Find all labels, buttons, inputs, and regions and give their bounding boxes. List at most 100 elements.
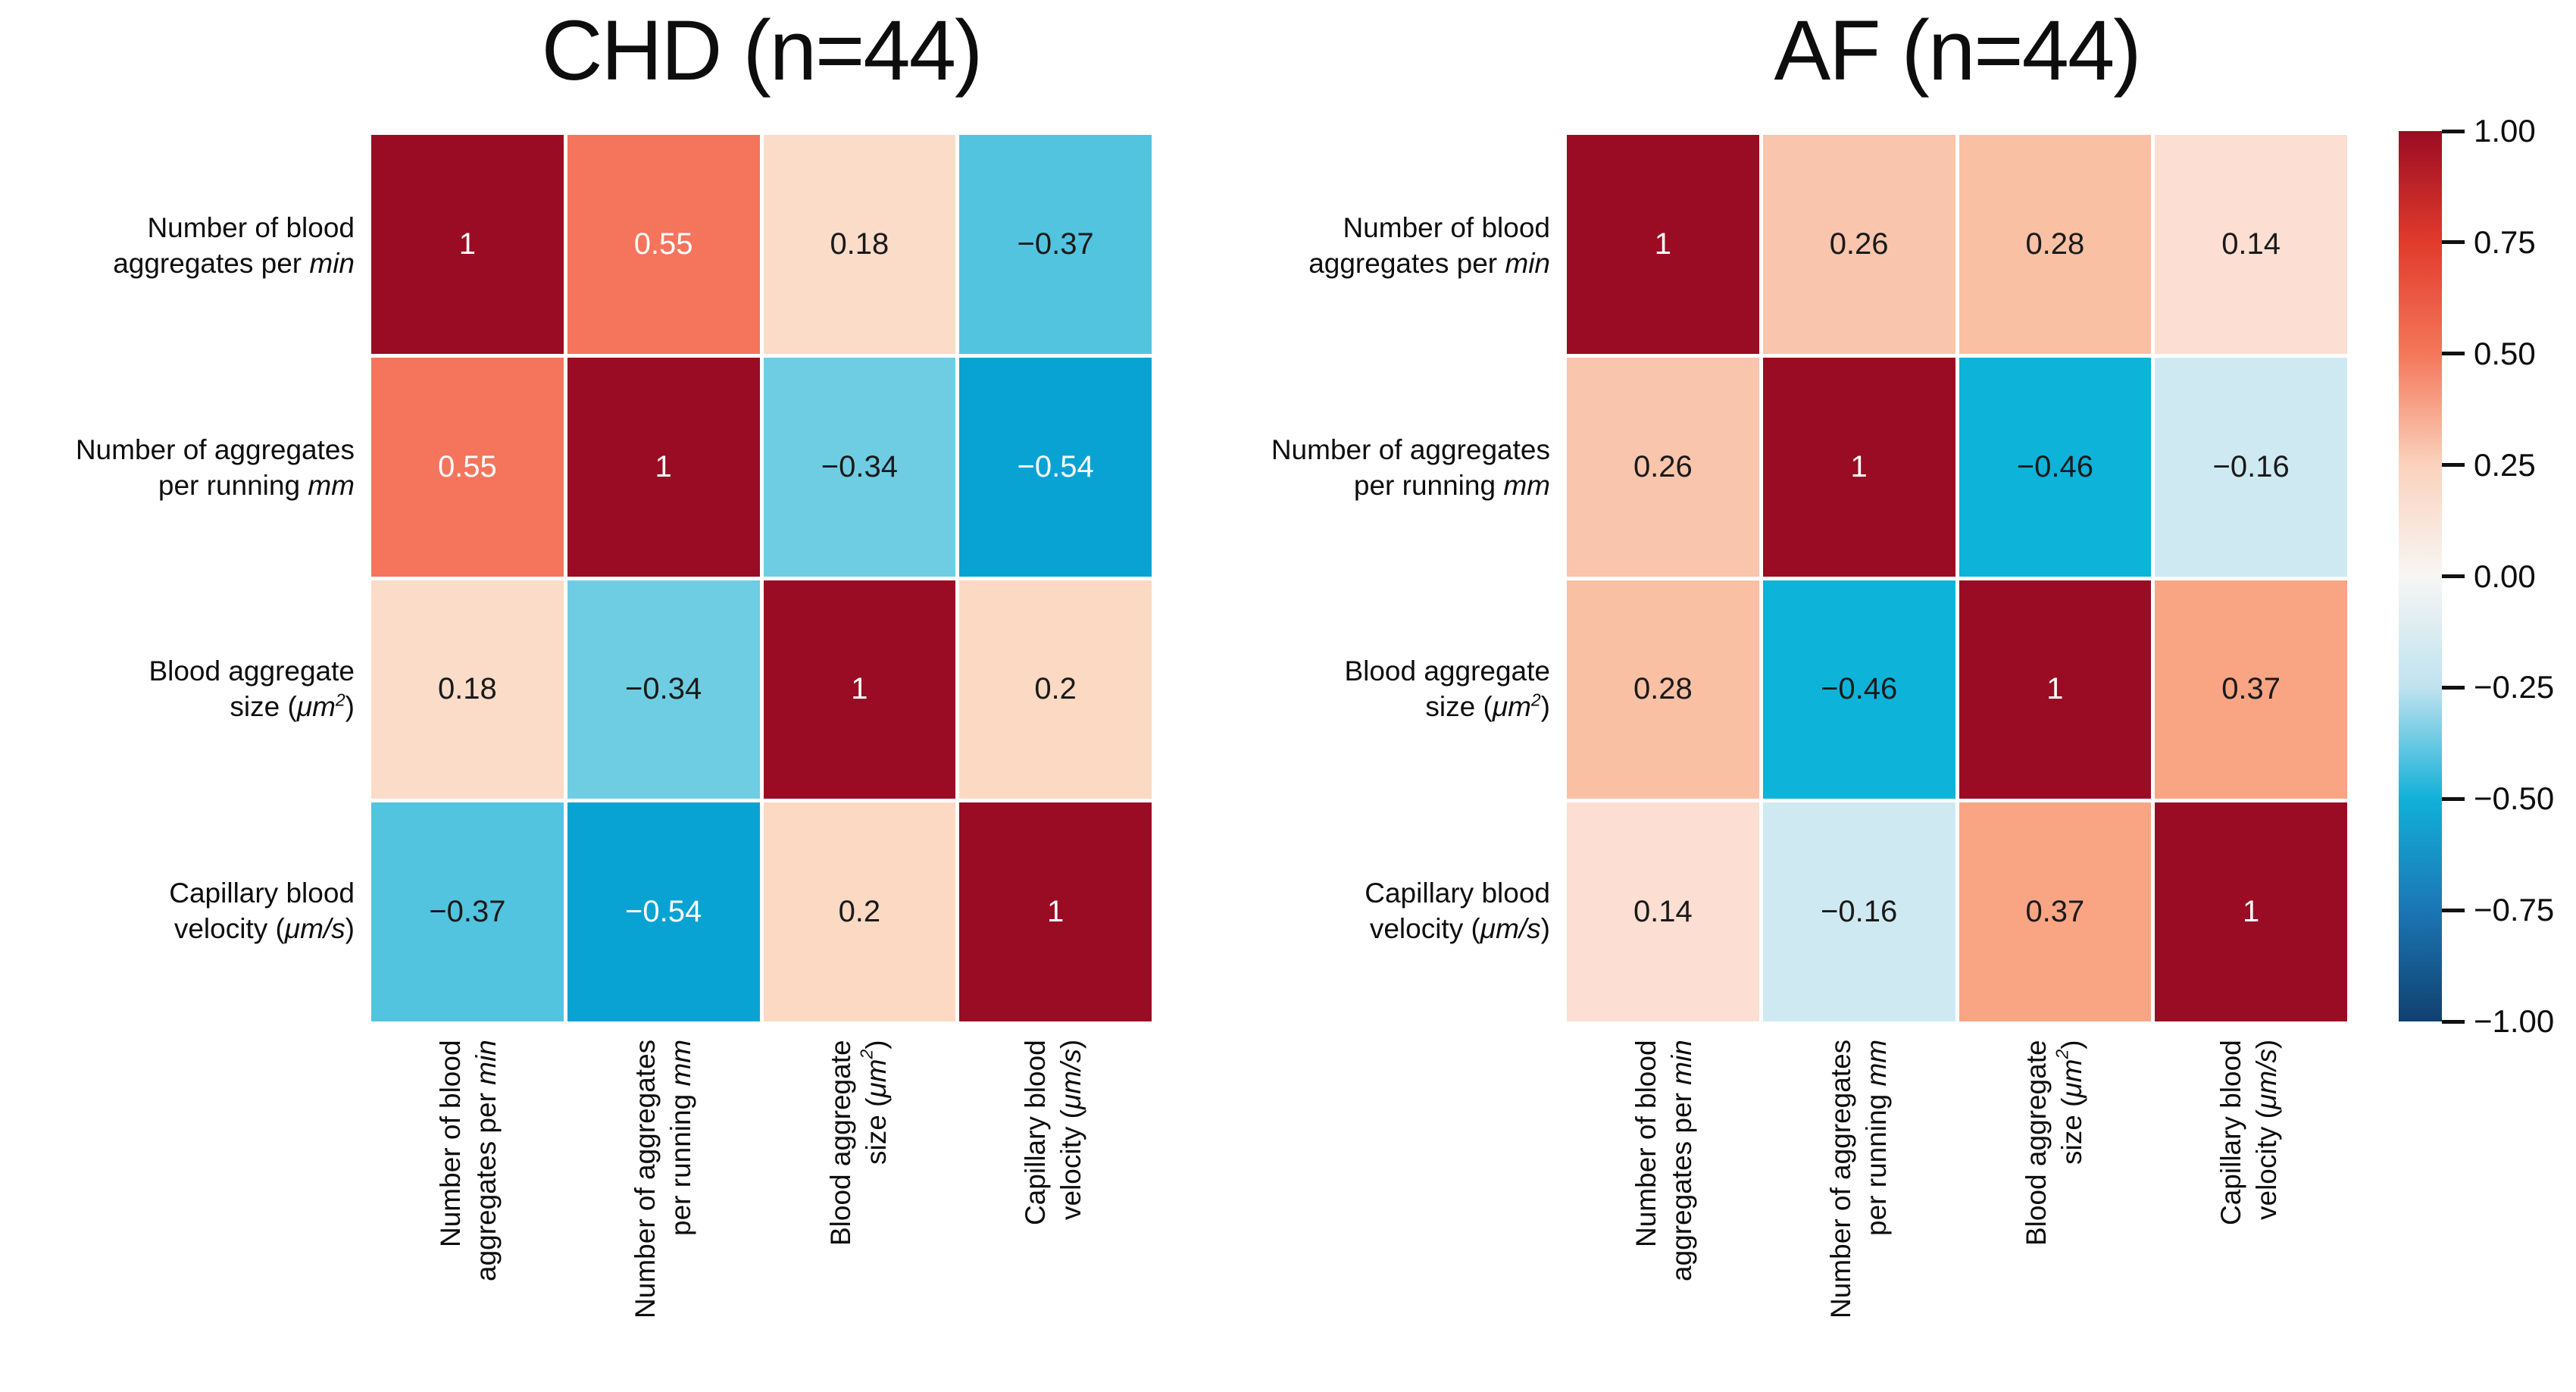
y-tick-label-line: Number of aggregates: [1194, 432, 1550, 468]
y-tick-label: Number of blood aggregates per min: [0, 210, 355, 281]
label-segment: per running: [158, 469, 308, 501]
label-segment: 2: [2052, 1049, 2072, 1059]
x-tick-label: Blood aggregate size (μm2): [823, 1040, 896, 1392]
label-segment: Blood aggregate: [148, 655, 355, 687]
y-tick-label-line: Number of blood: [0, 210, 355, 246]
colorbar-gradient: [2399, 131, 2442, 1021]
x-tick-label-line: per running mm: [1859, 1040, 1894, 1392]
heatmap-cell: 1: [1567, 135, 1759, 354]
y-tick-label-line: Number of blood: [1194, 210, 1550, 246]
label-segment: μm: [1492, 691, 1531, 723]
label-segment: 2: [335, 690, 345, 710]
colorbar-tick-label: −1.00: [2474, 1003, 2555, 1039]
label-segment: Blood aggregate: [824, 1040, 856, 1246]
x-tick-label-line: Blood aggregate: [823, 1040, 858, 1392]
colorbar-tick-mark: [2442, 352, 2465, 356]
y-tick-label: Number of aggregates per running mm: [1194, 432, 1550, 503]
label-segment: Number of aggregates: [1825, 1040, 1857, 1319]
label-segment: μm/s: [1055, 1049, 1087, 1110]
heatmap-cell: 0.26: [1567, 357, 1759, 577]
y-tick-label-line: Blood aggregate: [0, 653, 355, 689]
heatmap-cell: 0.37: [1959, 802, 2152, 1021]
label-segment: per running: [1861, 1086, 1893, 1237]
label-segment: size (: [1425, 691, 1493, 723]
colorbar-tick-mark: [2442, 574, 2465, 578]
label-segment: per running: [665, 1086, 697, 1237]
label-segment: Number of aggregates: [75, 433, 355, 465]
label-segment: ): [1540, 912, 1550, 944]
label-segment: μm: [860, 1059, 892, 1098]
heatmap-cell: −0.34: [567, 580, 760, 799]
heatmap-grid: 1 0.26 0.28 0.14 0.26 1 −0.46 −0.16 0.28 −0.46 1 0.…: [1567, 135, 2347, 1021]
y-tick-label-line: velocity (μm/s): [0, 911, 355, 946]
x-tick-label-line: size (μm2): [856, 1040, 894, 1392]
colorbar-tick-label: −0.75: [2474, 892, 2555, 928]
label-segment: min: [1665, 1040, 1697, 1085]
y-tick-label-line: size (μm2): [1194, 689, 1550, 724]
label-segment: per running: [1353, 469, 1504, 501]
y-tick-label: Blood aggregate size (μm2): [0, 653, 355, 724]
label-segment: mm: [1503, 469, 1550, 501]
colorbar-tick-label: −0.50: [2474, 780, 2555, 817]
label-segment: aggregates per: [1665, 1084, 1697, 1281]
x-tick-label-line: per running mm: [663, 1040, 699, 1392]
colorbar-tick-mark: [2442, 685, 2465, 690]
label-segment: μm: [2055, 1059, 2087, 1098]
heatmap-cell: −0.34: [763, 357, 956, 577]
heatmap-grid: 1 0.55 0.18 −0.37 0.55 1 −0.34 −0.54 0.18 −0.34 1 0…: [371, 135, 1152, 1021]
colorbar-tick-mark: [2442, 796, 2465, 801]
panel-title-chd: CHD (n=44): [541, 3, 983, 98]
colorbar-tick-label: 0.25: [2474, 446, 2536, 483]
colorbar-tick-mark: [2442, 908, 2465, 912]
label-segment: ): [1055, 1040, 1087, 1049]
heatmap-cell: 1: [959, 802, 1152, 1021]
label-segment: ): [860, 1040, 892, 1049]
x-tick-label-line: velocity (μm/s): [1053, 1040, 1089, 1392]
heatmap-cell: −0.54: [959, 357, 1152, 577]
label-segment: Capillary blood: [1020, 1040, 1052, 1225]
label-segment: Number of blood: [1343, 212, 1550, 244]
label-segment: Blood aggregate: [2020, 1040, 2052, 1246]
x-tick-label: Blood aggregate size (μm2): [2018, 1040, 2091, 1392]
x-tick-label-line: Number of aggregates: [627, 1040, 663, 1392]
label-segment: aggregates per: [1308, 248, 1505, 280]
label-segment: Number of blood: [1630, 1040, 1662, 1247]
heatmap-cell: 0.2: [959, 580, 1152, 799]
label-segment: Number of aggregates: [1271, 433, 1550, 465]
label-segment: min: [309, 248, 355, 280]
heatmap-cell: −0.46: [1762, 580, 1955, 799]
x-tick-label-line: size (μm2): [2052, 1040, 2090, 1392]
x-tick-label: Number of aggregates per running mm: [627, 1040, 700, 1392]
label-segment: min: [470, 1040, 502, 1085]
heatmap-cell: 0.18: [763, 135, 956, 354]
x-tick-label-line: aggregates per min: [1664, 1040, 1699, 1392]
label-segment: velocity (: [2251, 1109, 2283, 1221]
label-segment: aggregates per: [113, 248, 310, 280]
x-tick-label-line: Number of blood: [1628, 1040, 1664, 1392]
heatmap-cell: −0.54: [567, 802, 760, 1021]
x-tick-label: Capillary blood velocity (μm/s): [2213, 1040, 2286, 1392]
label-segment: mm: [665, 1040, 697, 1087]
heatmap-cell: 1: [1762, 357, 1955, 577]
y-tick-label-line: Capillary blood: [0, 875, 355, 911]
heatmap-cell: 0.55: [567, 135, 760, 354]
panel-title-af: AF (n=44): [1774, 3, 2141, 98]
heatmap-cell: −0.37: [371, 802, 564, 1021]
label-segment: velocity (: [1055, 1109, 1087, 1221]
label-segment: mm: [308, 469, 355, 501]
label-segment: Capillary blood: [1365, 877, 1550, 909]
y-tick-label-line: size (μm2): [0, 689, 355, 724]
colorbar-tick-label: 0.00: [2474, 558, 2536, 594]
x-tick-label-line: Number of aggregates: [1823, 1040, 1859, 1392]
x-tick-label-line: velocity (μm/s): [2249, 1040, 2284, 1392]
y-tick-label: Capillary blood velocity (μm/s): [1194, 875, 1550, 946]
x-tick-label-line: Capillary blood: [1018, 1040, 1053, 1392]
colorbar-tick-label: 0.50: [2474, 335, 2536, 371]
label-segment: μm/s: [284, 912, 345, 944]
label-segment: μm/s: [1480, 912, 1541, 944]
heatmap-cell: 0.14: [1567, 802, 1759, 1021]
y-tick-label-line: Number of aggregates: [0, 432, 355, 468]
heatmap-cell: 0.18: [371, 580, 564, 799]
